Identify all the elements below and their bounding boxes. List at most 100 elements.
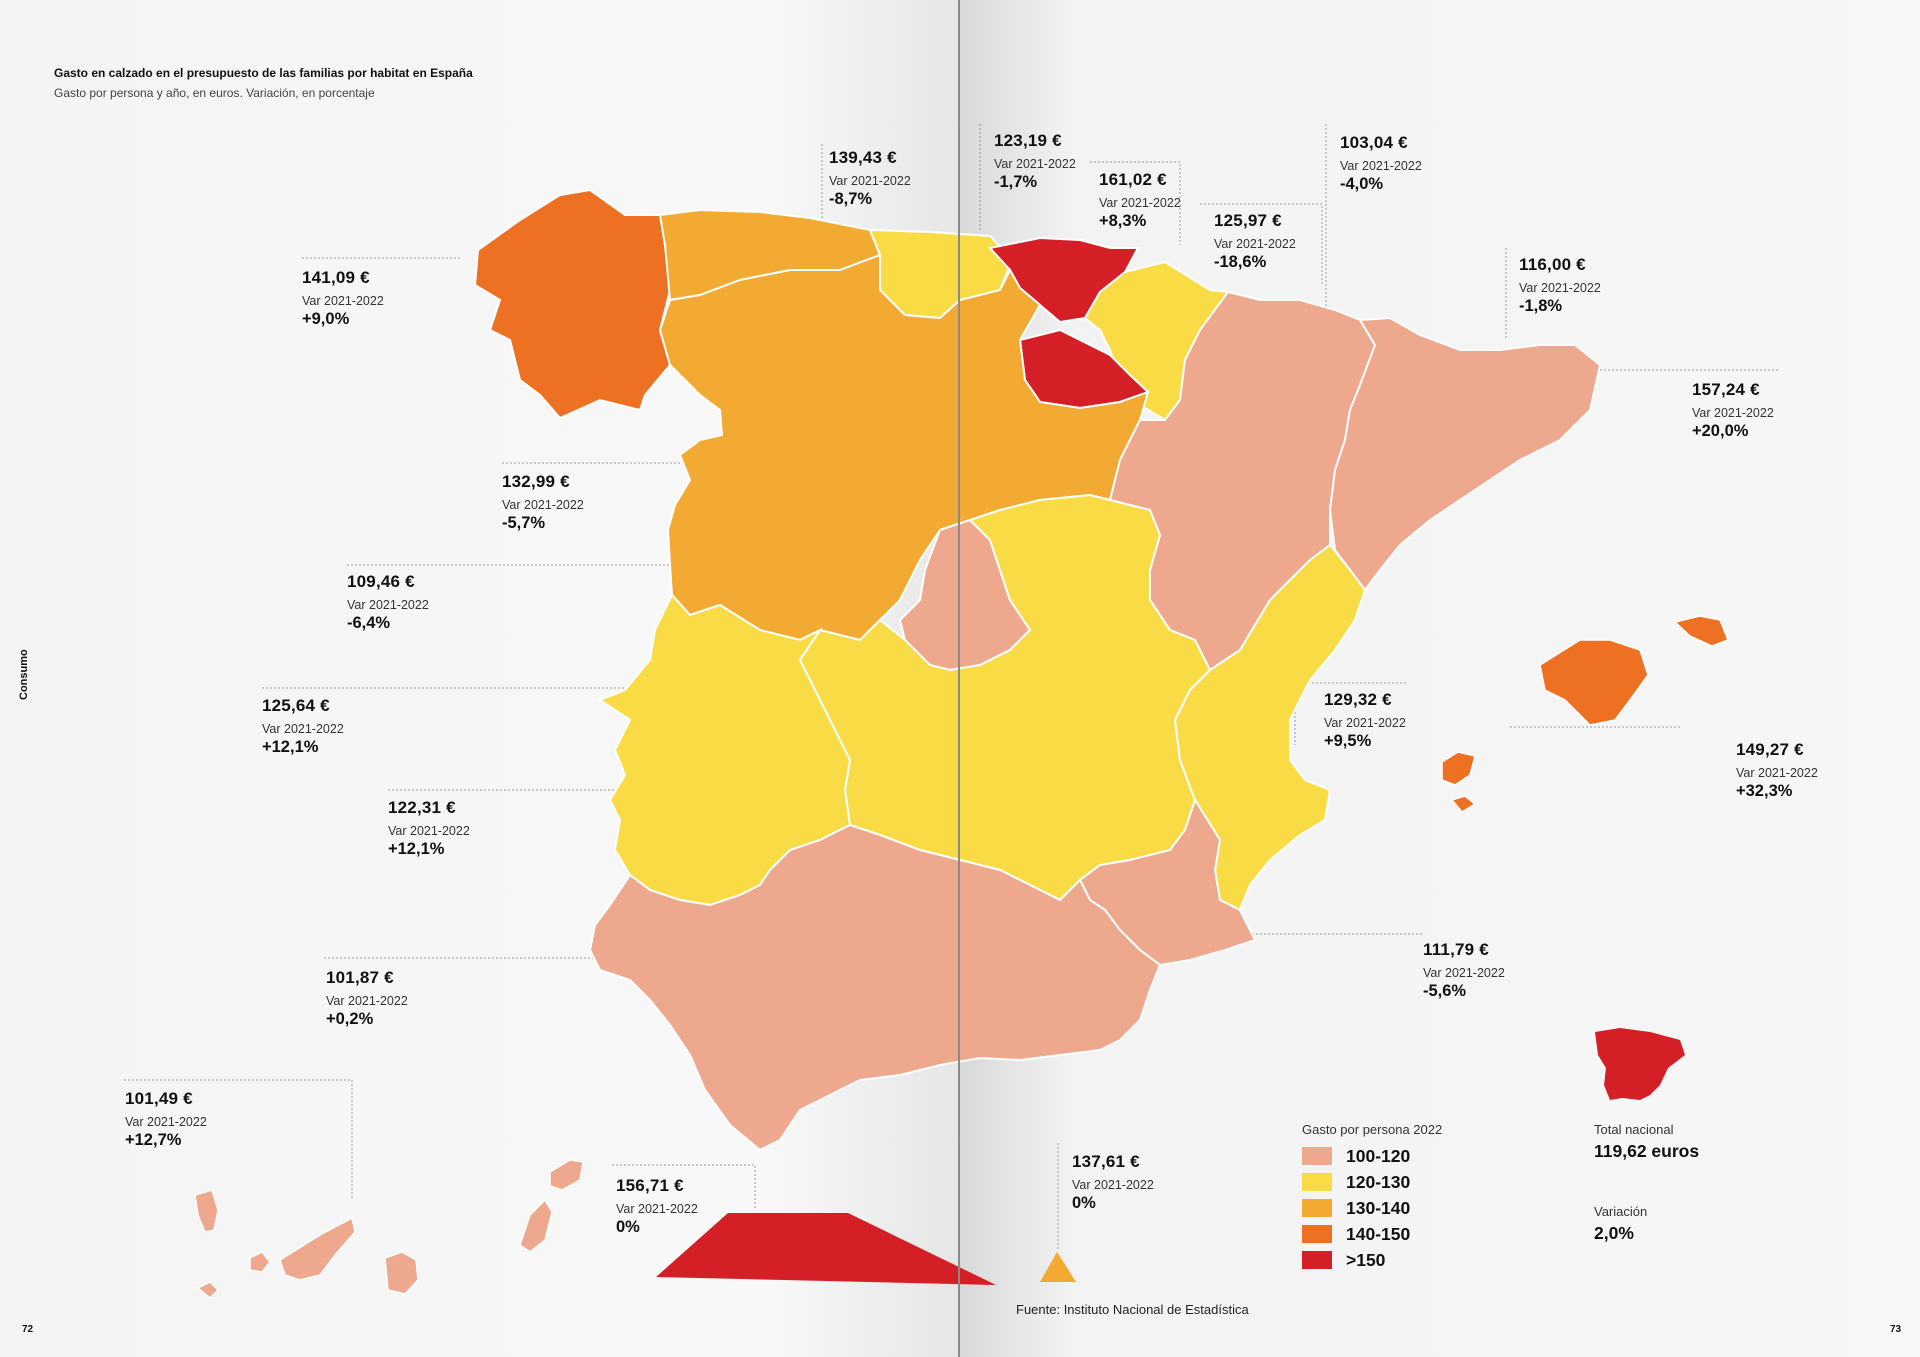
- var-label: Var 2021-2022: [1692, 406, 1774, 420]
- var-label: Var 2021-2022: [502, 498, 584, 512]
- amount: 139,43 €: [829, 148, 897, 167]
- label-cantabria: 123,19 € Var 2021-2022 -1,7%: [994, 131, 1124, 192]
- var-label: Var 2021-2022: [1423, 966, 1505, 980]
- region-baleares-ibiza[interactable]: [1441, 751, 1476, 786]
- region-baleares[interactable]: [1539, 639, 1649, 726]
- label-castilla-la-mancha: 125,64 € Var 2021-2022 +12,1%: [262, 696, 392, 757]
- legend-title: Gasto por persona 2022: [1302, 1122, 1443, 1137]
- amount: 125,97 €: [1214, 211, 1282, 230]
- var-label: Var 2021-2022: [994, 157, 1076, 171]
- amount: 129,32 €: [1324, 690, 1392, 709]
- var-value: -4,0%: [1340, 175, 1384, 193]
- var-value: -1,7%: [994, 173, 1038, 191]
- page-number-left: 72: [22, 1324, 34, 1335]
- var-value: +9,5%: [1324, 732, 1372, 750]
- var-value: -1,8%: [1519, 297, 1563, 315]
- var-value: +12,1%: [388, 840, 445, 858]
- amount: 101,49 €: [125, 1089, 193, 1108]
- amount: 103,04 €: [1340, 133, 1408, 152]
- var-value: +32,3%: [1736, 782, 1793, 800]
- var-value: +12,1%: [262, 738, 319, 756]
- mini-spain-map: [1595, 1028, 1685, 1100]
- label-melilla: 137,61 € Var 2021-2022 0%: [1072, 1152, 1202, 1213]
- var-label: Var 2021-2022: [1340, 159, 1422, 173]
- var-label: Var 2021-2022: [388, 824, 470, 838]
- amount: 132,99 €: [502, 472, 570, 491]
- var-label: Var 2021-2022: [302, 294, 384, 308]
- var-value: -18,6%: [1214, 253, 1267, 271]
- var-label: Var 2021-2022: [326, 994, 408, 1008]
- section-name: Consumo: [18, 649, 30, 700]
- amount: 157,24 €: [1692, 380, 1760, 399]
- var-value: +0,2%: [326, 1010, 374, 1028]
- label-asturias: 139,43 € Var 2021-2022 -8,7%: [829, 148, 959, 209]
- variation-label: Variación: [1594, 1204, 1648, 1219]
- var-value: -5,6%: [1423, 982, 1467, 1000]
- var-label: Var 2021-2022: [1324, 716, 1406, 730]
- legend-label: 140-150: [1346, 1223, 1411, 1244]
- amount: 156,71 €: [616, 1176, 684, 1195]
- legend-swatch: [1302, 1199, 1332, 1217]
- var-value: +8,3%: [1099, 212, 1147, 230]
- var-label: Var 2021-2022: [1736, 766, 1818, 780]
- label-castilla-leon: 132,99 € Var 2021-2022 -5,7%: [502, 472, 632, 533]
- label-ceuta: 156,71 € Var 2021-2022 0%: [616, 1176, 746, 1237]
- var-label: Var 2021-2022: [1214, 237, 1296, 251]
- amount: 116,00 €: [1519, 255, 1586, 274]
- legend-item: 100-120: [1302, 1143, 1442, 1169]
- var-value: 0%: [1072, 1194, 1096, 1212]
- region-baleares-formentera[interactable]: [1450, 795, 1477, 813]
- amount: 109,46 €: [347, 572, 415, 591]
- amount: 101,87 €: [326, 968, 394, 987]
- amount: 122,31 €: [388, 798, 456, 817]
- label-baleares: 149,27 € Var 2021-2022 +32,3%: [1736, 740, 1866, 801]
- legend-label: 120-130: [1346, 1171, 1411, 1192]
- region-baleares-menorca[interactable]: [1673, 615, 1729, 647]
- total-value: 119,62 euros: [1594, 1141, 1700, 1161]
- var-value: -5,7%: [502, 514, 546, 532]
- region-cataluna[interactable]: [1328, 316, 1602, 592]
- var-label: Var 2021-2022: [1519, 281, 1601, 295]
- var-value: -8,7%: [829, 190, 873, 208]
- amount: 141,09 €: [302, 268, 370, 287]
- var-label: Var 2021-2022: [616, 1202, 698, 1216]
- region-ceuta[interactable]: [656, 1213, 996, 1285]
- region-melilla[interactable]: [1040, 1252, 1076, 1282]
- label-aragon: 103,04 € Var 2021-2022 -4,0%: [1340, 133, 1470, 194]
- amount: 123,19 €: [994, 131, 1062, 150]
- label-madrid: 109,46 € Var 2021-2022 -6,4%: [347, 572, 477, 633]
- label-extremadura: 122,31 € Var 2021-2022 +12,1%: [388, 798, 518, 859]
- chart-title: Gasto en calzado en el presupuesto de la…: [54, 66, 473, 80]
- legend-label: >150: [1346, 1249, 1386, 1270]
- var-value: +9,0%: [302, 310, 350, 328]
- amount: 161,02 €: [1099, 170, 1167, 189]
- legend-label: 100-120: [1346, 1145, 1411, 1166]
- total-label: Total nacional: [1594, 1122, 1674, 1137]
- var-value: +12,7%: [125, 1131, 182, 1149]
- region-galicia[interactable]: [473, 188, 672, 420]
- legend-swatch: [1302, 1225, 1332, 1243]
- amount: 111,79 €: [1423, 940, 1489, 959]
- label-navarra: 125,97 € Var 2021-2022 -18,6%: [1214, 211, 1344, 272]
- label-andalucia: 101,87 € Var 2021-2022 +0,2%: [326, 968, 456, 1029]
- var-label: Var 2021-2022: [1099, 196, 1181, 210]
- label-galicia: 141,09 € Var 2021-2022 +9,0%: [302, 268, 432, 329]
- region-andalucia[interactable]: [588, 823, 1162, 1152]
- source-note: Fuente: Instituto Nacional de Estadístic…: [1016, 1302, 1249, 1317]
- var-label: Var 2021-2022: [347, 598, 429, 612]
- legend-item: 140-150: [1302, 1221, 1442, 1247]
- var-label: Var 2021-2022: [1072, 1178, 1154, 1192]
- book-spine: [958, 0, 960, 1357]
- region-canarias[interactable]: [194, 1159, 584, 1300]
- amount: 125,64 €: [262, 696, 330, 715]
- legend: Gasto por persona 2022 100-120 120-130 1…: [1302, 1122, 1442, 1273]
- label-murcia: 111,79 € Var 2021-2022 -5,6%: [1423, 940, 1553, 1001]
- amount: 149,27 €: [1736, 740, 1804, 759]
- region-valencia[interactable]: [1173, 543, 1367, 912]
- legend-item: 120-130: [1302, 1169, 1442, 1195]
- legend-item: 130-140: [1302, 1195, 1442, 1221]
- var-value: 0%: [616, 1218, 640, 1236]
- legend-swatch: [1302, 1147, 1332, 1165]
- var-value: +20,0%: [1692, 422, 1749, 440]
